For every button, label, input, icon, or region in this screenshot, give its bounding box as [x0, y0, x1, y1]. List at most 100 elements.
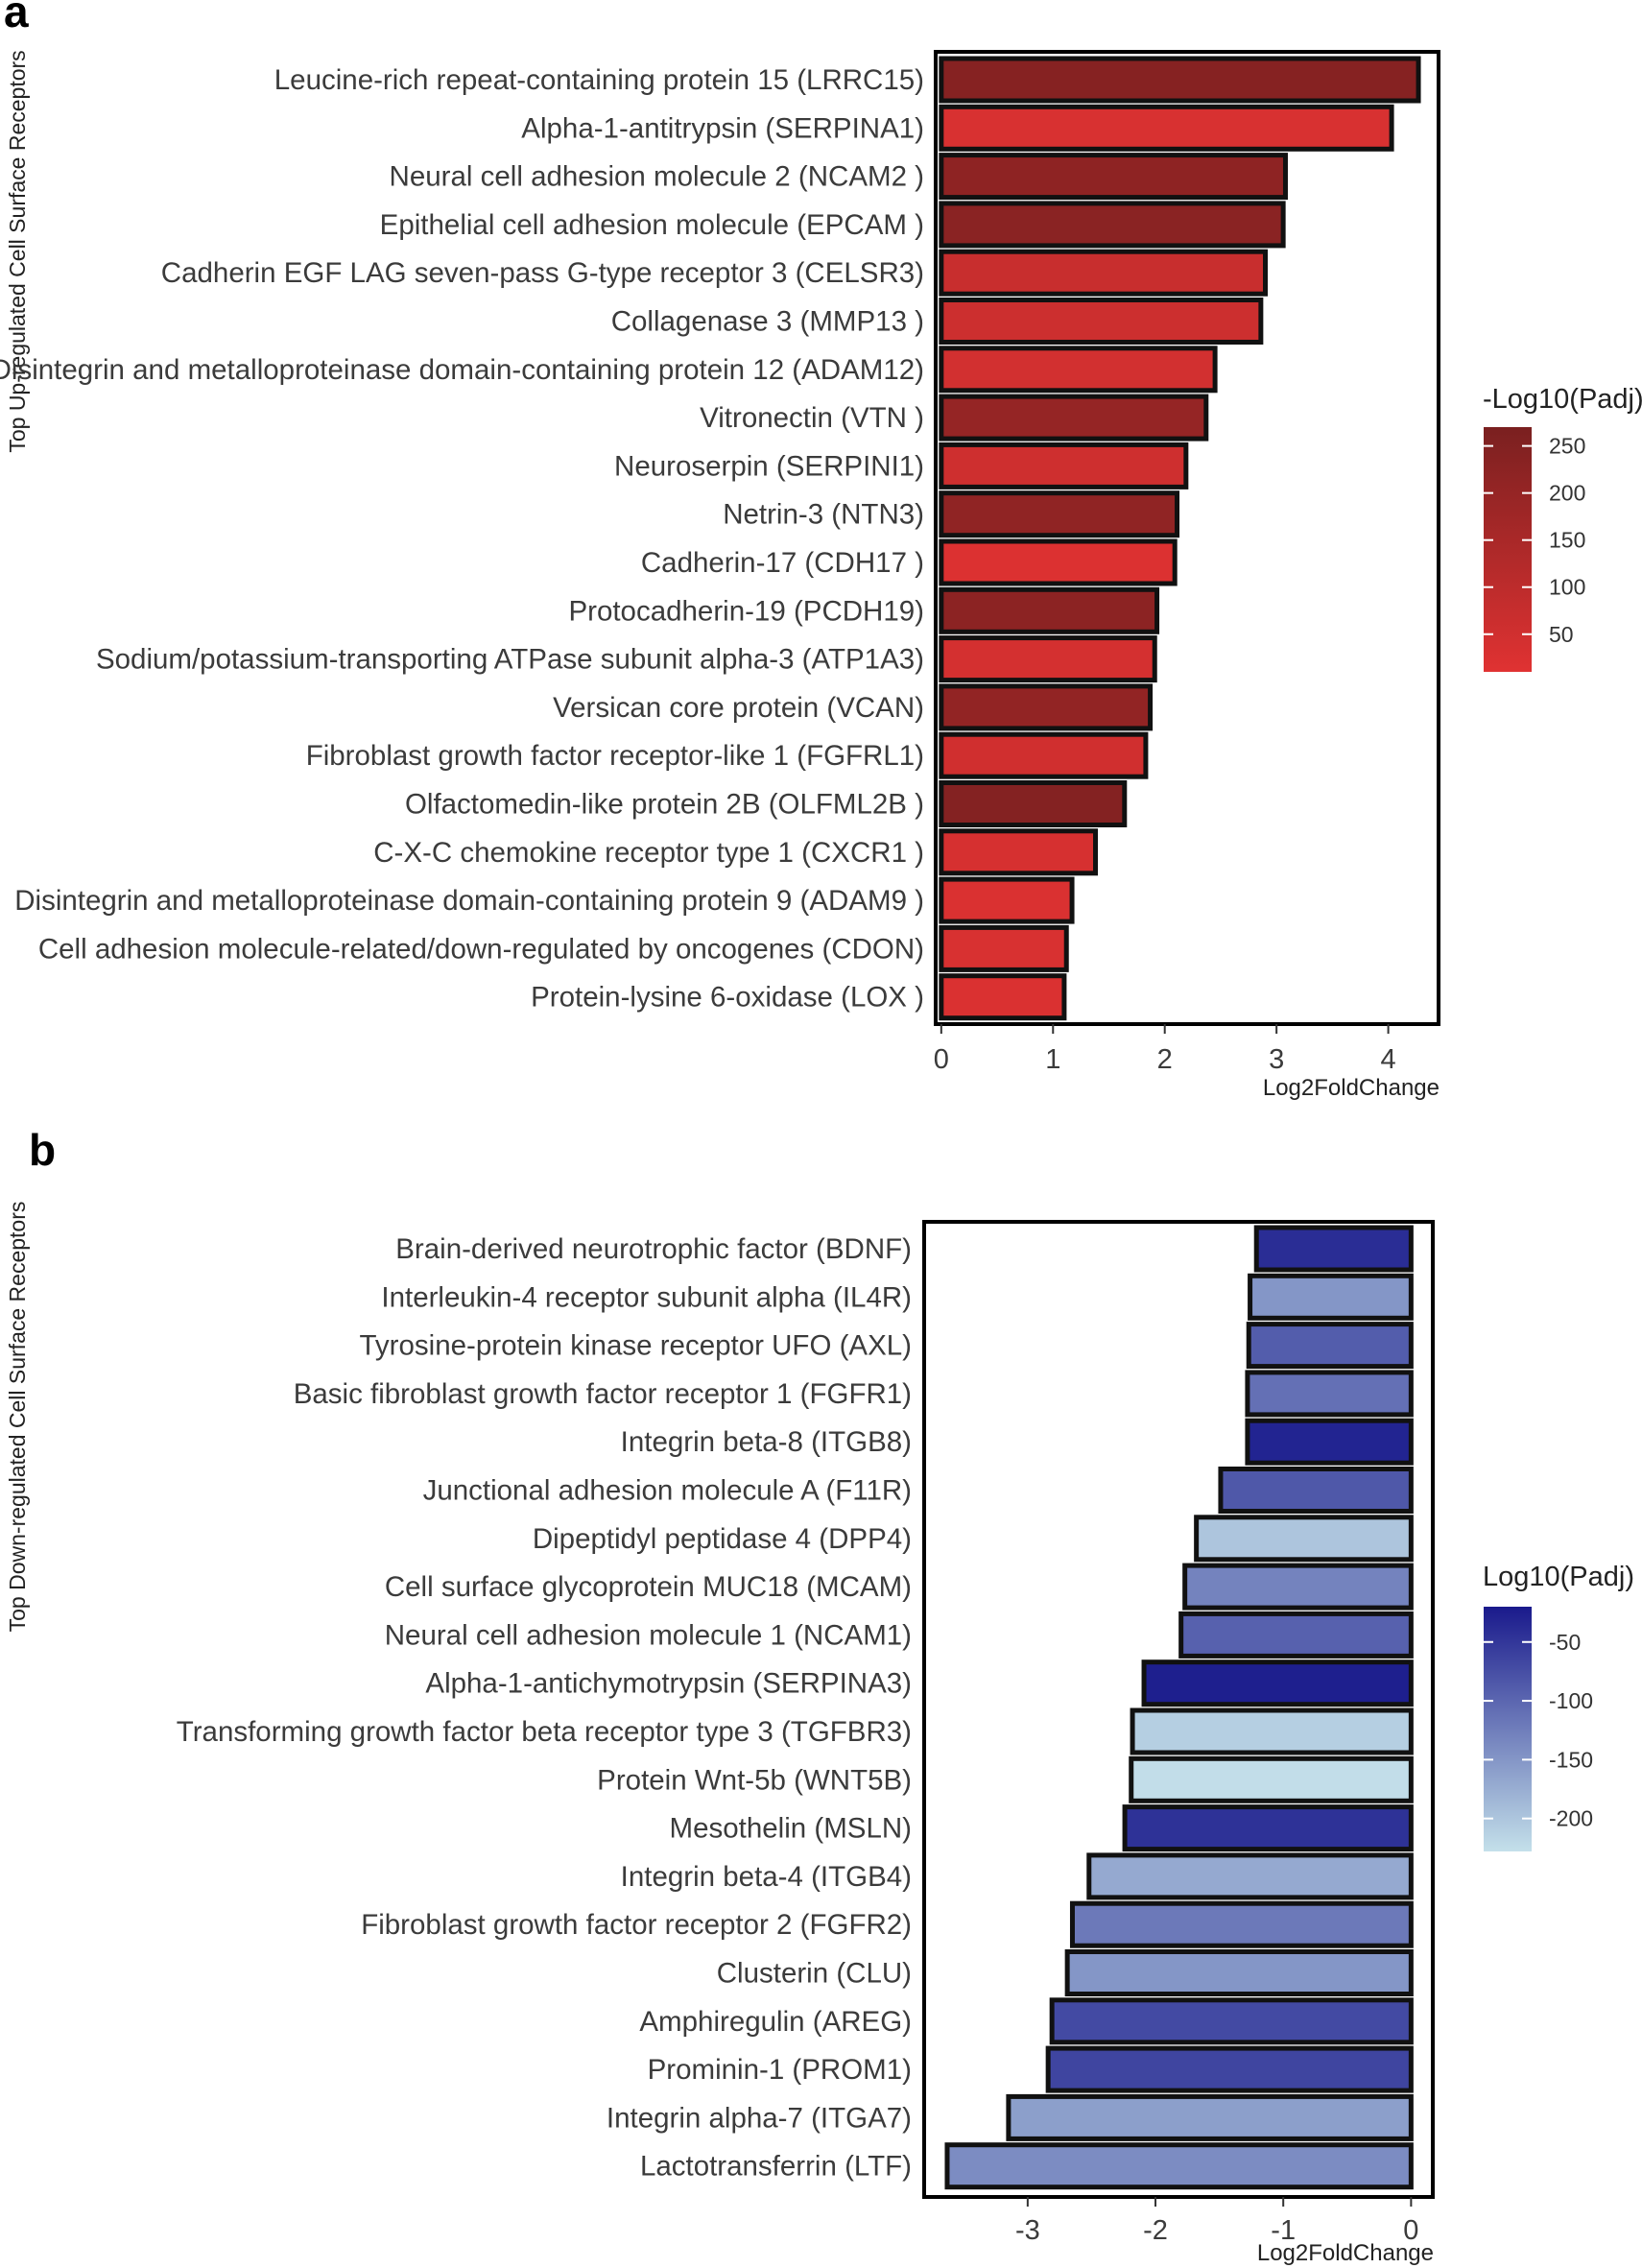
- panel-a-category-label: Netrin-3 (NTN3): [723, 499, 924, 531]
- panel-a-y-axis-title: Top Up-regulated Cell Surface Receptors: [5, 50, 30, 452]
- panel-b-bar: [1045, 2045, 1414, 2093]
- panel-b-bar: [1218, 1467, 1414, 1514]
- panel-a-legend-tick-label: 250: [1549, 434, 1585, 459]
- panel-a-legend-ticks: 250 200 150 100 50: [1484, 434, 1585, 647]
- panel-a-bar: [939, 635, 1157, 683]
- panel-a-legend: -Log10(Padj) 250 200 150 100 50: [1483, 384, 1642, 672]
- panel-a-category-label: Fibroblast growth factor receptor-like 1…: [306, 740, 924, 772]
- panel-b-bar: [1141, 1659, 1414, 1707]
- panel-a-x-axis: 0 1 2 3 4: [934, 1024, 1396, 1075]
- panel-b-x-axis: -3 -2 -1 0: [1015, 2197, 1418, 2246]
- panel-a-x-tick-label: 0: [934, 1044, 949, 1075]
- panel-b-legend-ticks: -50 -100 -150 -200: [1484, 1630, 1593, 1831]
- panel-a-colorbar: [1484, 427, 1532, 672]
- panel-a-bar: [939, 973, 1067, 1021]
- panel-a-bar: [939, 876, 1075, 924]
- panel-b-bar: [1245, 1418, 1414, 1466]
- panel-a-legend-tick-label: 100: [1549, 575, 1585, 600]
- panel-a-bar: [939, 56, 1421, 104]
- panel-b-bar: [1178, 1611, 1414, 1659]
- panel-b-bar: [1246, 1322, 1414, 1370]
- panel-a-bars: [939, 56, 1421, 1021]
- panel-b-x-tick-label: -2: [1143, 2215, 1168, 2246]
- panel-b-bars: [944, 1225, 1414, 2190]
- panel-b-bar: [1129, 1755, 1414, 1803]
- panel-b-x-tick-label: -3: [1015, 2215, 1040, 2246]
- panel-a-bar: [939, 104, 1394, 152]
- panel-b-plot-frame: [922, 1220, 1435, 2199]
- panel-a-category-label: Olfactomedin-like protein 2B (OLFML2B ): [405, 789, 924, 821]
- panel-a-category-labels: Leucine-rich repeat-containing protein 1…: [0, 64, 924, 1014]
- panel-b-category-label: Fibroblast growth factor receptor 2 (FGF…: [361, 1909, 912, 1941]
- panel-b-category-label: Cell surface glycoprotein MUC18 (MCAM): [385, 1571, 912, 1603]
- panel-a-plot-frame: [934, 50, 1440, 1026]
- panel-b-bar: [1049, 1997, 1414, 2045]
- panel-b-bar: [1069, 1900, 1414, 1948]
- panel-a-category-label: C-X-C chemokine receptor type 1 (CXCR1 ): [373, 837, 924, 869]
- panel-b: Top Down-regulated Cell Surface Receptor…: [5, 1202, 1634, 2266]
- panel-b-label: b: [29, 1125, 56, 1175]
- panel-b-x-tick-label: -1: [1271, 2215, 1296, 2246]
- panel-a-bar: [939, 201, 1286, 249]
- panel-b-category-label: Dipeptidyl peptidase 4 (DPP4): [533, 1523, 912, 1555]
- panel-a-bar: [939, 780, 1128, 827]
- panel-a-bar: [939, 249, 1269, 297]
- panel-b-legend-tick-label: -150: [1549, 1747, 1593, 1772]
- panel-a-category-label: Protocadherin-19 (PCDH19): [568, 595, 924, 627]
- panel-a-x-tick-label: 4: [1381, 1044, 1396, 1075]
- panel-b-bar: [944, 2142, 1414, 2190]
- panel-a-category-label: Disintegrin and metalloproteinase domain…: [14, 885, 924, 917]
- panel-b-category-label: Junctional adhesion molecule A (F11R): [423, 1475, 912, 1507]
- panel-a-legend-tick-label: 200: [1549, 481, 1585, 506]
- panel-a-legend-tick-label: 50: [1549, 622, 1574, 647]
- panel-b-category-label: Neural cell adhesion molecule 1 (NCAM1): [385, 1619, 912, 1651]
- panel-b-y-axis-title: Top Down-regulated Cell Surface Receptor…: [5, 1202, 30, 1633]
- panel-b-bar: [1182, 1563, 1414, 1611]
- panel-b-category-label: Clusterin (CLU): [717, 1958, 912, 1990]
- panel-a-bar: [939, 731, 1149, 779]
- panel-a-category-label: Epithelial cell adhesion molecule (EPCAM…: [380, 209, 924, 241]
- panel-b-bar: [1122, 1804, 1414, 1852]
- panel-a-legend-title: -Log10(Padj): [1483, 384, 1642, 415]
- panel-a-bar: [939, 586, 1160, 634]
- panel-b-category-label: Brain-derived neurotrophic factor (BDNF): [395, 1233, 912, 1265]
- panel-a-category-label: Alpha-1-antitrypsin (SERPINA1): [521, 112, 924, 144]
- panel-a-bar: [939, 683, 1154, 731]
- panel-a-legend-tick-label: 150: [1549, 528, 1585, 553]
- panel-b-category-label: Amphiregulin (AREG): [639, 2006, 912, 2038]
- panel-b-colorbar: [1484, 1607, 1532, 1851]
- panel-b-category-label: Interleukin-4 receptor subunit alpha (IL…: [381, 1281, 912, 1313]
- panel-a-category-label: Vitronectin (VTN ): [700, 402, 924, 434]
- panel-b-category-label: Alpha-1-antichymotrypsin (SERPINA3): [425, 1668, 912, 1700]
- panel-b-x-tick-label: 0: [1403, 2215, 1418, 2246]
- panel-a-x-tick-label: 1: [1045, 1044, 1060, 1075]
- panel-b-legend-tick-label: -200: [1549, 1806, 1593, 1831]
- panel-b-category-label: Prominin-1 (PROM1): [648, 2054, 912, 2086]
- panel-b-x-axis-title: Log2FoldChange: [1257, 2240, 1434, 2266]
- panel-a-category-label: Leucine-rich repeat-containing protein 1…: [274, 64, 924, 96]
- panel-b-bar: [1245, 1370, 1414, 1418]
- panel-b-category-label: Mesothelin (MSLN): [670, 1813, 912, 1845]
- panel-b-bar: [1086, 1852, 1414, 1900]
- panel-a-bar: [939, 394, 1209, 442]
- panel-a-bar: [939, 828, 1099, 876]
- panel-a-category-label: Disintegrin and metalloproteinase domain…: [0, 354, 924, 386]
- panel-b-category-label: Integrin beta-4 (ITGB4): [621, 1861, 912, 1893]
- panel-b-category-labels: Brain-derived neurotrophic factor (BDNF)…: [177, 1233, 912, 2183]
- panel-a-x-axis-title: Log2FoldChange: [1263, 1075, 1440, 1101]
- panel-b-legend: Log10(Padj) -50 -100 -150 -200: [1483, 1562, 1634, 1851]
- panel-a-category-label: Cadherin-17 (CDH17 ): [641, 547, 924, 579]
- panel-a-category-label: Protein-lysine 6-oxidase (LOX ): [531, 982, 924, 1014]
- panel-a-category-label: Cell adhesion molecule-related/down-regu…: [38, 933, 924, 965]
- panel-b-category-label: Integrin beta-8 (ITGB8): [621, 1426, 912, 1458]
- panel-b-bar: [1064, 1949, 1414, 1996]
- panel-a-x-tick-label: 3: [1269, 1044, 1284, 1075]
- panel-b-category-label: Lactotransferrin (LTF): [640, 2151, 912, 2183]
- panel-a-category-label: Sodium/potassium-transporting ATPase sub…: [96, 644, 924, 676]
- panel-b-bar: [1194, 1515, 1414, 1563]
- panel-a-bar: [939, 538, 1178, 586]
- panel-a-x-tick-label: 2: [1157, 1044, 1173, 1075]
- panel-b-category-label: Basic fibroblast growth factor receptor …: [294, 1378, 912, 1410]
- panel-b-bar: [1130, 1707, 1414, 1755]
